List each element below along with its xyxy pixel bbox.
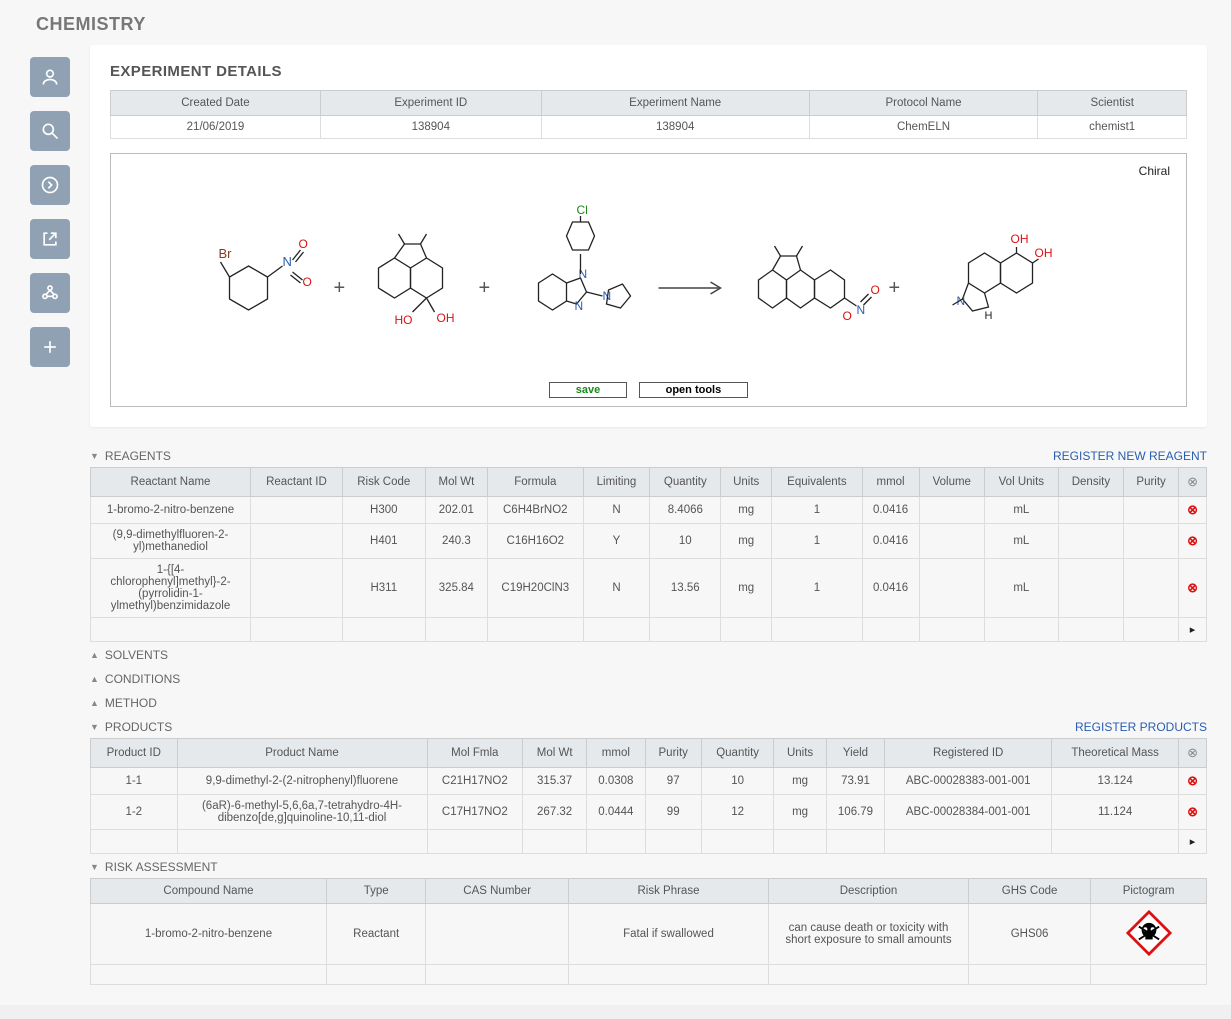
- reagents-table: Reactant Name Reactant ID Risk Code Mol …: [90, 467, 1207, 642]
- search-icon-button[interactable]: [30, 111, 70, 151]
- chevron-down-icon: ▼: [90, 722, 99, 732]
- svg-text:O: O: [303, 275, 312, 289]
- chevron-up-icon: ▲: [90, 650, 99, 660]
- delete-row-icon[interactable]: ⊗: [1187, 580, 1198, 595]
- table-row: [91, 965, 1207, 985]
- sidebar: [0, 45, 80, 1005]
- external-link-icon: [40, 229, 60, 249]
- close-column-icon[interactable]: ⊗: [1187, 474, 1198, 489]
- delete-row-icon[interactable]: ⊗: [1187, 773, 1198, 788]
- svg-text:OH: OH: [437, 311, 455, 325]
- svg-text:OH: OH: [1035, 246, 1053, 260]
- arrow-right-circle-icon: [40, 175, 60, 195]
- risk-toggle[interactable]: ▼ RISK ASSESSMENT: [90, 860, 218, 874]
- plus-icon: [40, 337, 60, 357]
- table-row[interactable]: 1-19,9-dimethyl-2-(2-nitrophenyl)fluoren…: [91, 768, 1207, 795]
- table-row[interactable]: (9,9-dimethylfluoren-2-yl)methanediolH40…: [91, 524, 1207, 559]
- page-title: CHEMISTRY: [0, 0, 1231, 45]
- delete-row-icon[interactable]: ⊗: [1187, 533, 1198, 548]
- col-scientist: Scientist: [1038, 91, 1187, 116]
- external-link-button[interactable]: [30, 219, 70, 259]
- svg-text:Br: Br: [219, 246, 233, 261]
- experiment-details-table: Created Date Experiment ID Experiment Na…: [110, 90, 1187, 139]
- svg-text:OH: OH: [1011, 232, 1029, 246]
- close-column-icon[interactable]: ⊗: [1187, 745, 1198, 760]
- enter-icon-button[interactable]: [30, 165, 70, 205]
- molecule-icon-button[interactable]: [30, 273, 70, 313]
- table-row[interactable]: 1-{[4-chlorophenyl]methyl}-2-(pyrrolidin…: [91, 559, 1207, 618]
- chevron-up-icon: ▲: [90, 674, 99, 684]
- svg-text:N: N: [579, 267, 588, 281]
- method-heading: METHOD: [105, 696, 157, 710]
- svg-text:O: O: [843, 309, 852, 323]
- svg-text:H: H: [985, 310, 993, 322]
- chevron-up-icon: ▲: [90, 698, 99, 708]
- reagents-toggle[interactable]: ▼ REAGENTS: [90, 449, 171, 463]
- svg-text:+: +: [334, 277, 346, 299]
- register-products-link[interactable]: REGISTER PRODUCTS: [1075, 720, 1207, 734]
- conditions-heading: CONDITIONS: [105, 672, 180, 686]
- add-button[interactable]: [30, 327, 70, 367]
- svg-text:Cl: Cl: [577, 203, 588, 217]
- user-icon-button[interactable]: [30, 57, 70, 97]
- delete-row-icon[interactable]: ⊗: [1187, 804, 1198, 819]
- svg-text:N: N: [957, 294, 966, 308]
- reaction-scheme-image[interactable]: Br N O O +: [121, 178, 1176, 378]
- search-icon: [40, 121, 60, 141]
- next-row-icon[interactable]: ▸: [1190, 836, 1196, 848]
- svg-text:+: +: [479, 277, 491, 299]
- delete-row-icon[interactable]: ⊗: [1187, 502, 1198, 517]
- method-toggle[interactable]: ▲ METHOD: [90, 696, 157, 710]
- reaction-scheme-panel: Chiral Br N O: [110, 153, 1187, 407]
- table-row: 1-bromo-2-nitro-benzeneReactantFatal if …: [91, 904, 1207, 965]
- register-new-reagent-link[interactable]: REGISTER NEW REAGENT: [1053, 449, 1207, 463]
- ghs-skull-icon: [1126, 910, 1172, 956]
- next-row-icon[interactable]: ▸: [1190, 624, 1196, 636]
- products-heading: PRODUCTS: [105, 720, 172, 734]
- experiment-details-heading: EXPERIMENT DETAILS: [110, 63, 1187, 80]
- reagents-heading: REAGENTS: [105, 449, 171, 463]
- svg-text:N: N: [283, 254, 292, 269]
- table-row: ▸: [91, 830, 1207, 854]
- svg-text:O: O: [299, 237, 308, 251]
- svg-text:O: O: [871, 283, 880, 297]
- user-icon: [40, 67, 60, 87]
- solvents-toggle[interactable]: ▲ SOLVENTS: [90, 648, 168, 662]
- risk-heading: RISK ASSESSMENT: [105, 860, 218, 874]
- chiral-label: Chiral: [121, 164, 1176, 178]
- chevron-down-icon: ▼: [90, 451, 99, 461]
- conditions-toggle[interactable]: ▲ CONDITIONS: [90, 672, 180, 686]
- svg-text:+: +: [889, 277, 901, 299]
- table-row[interactable]: 1-2(6aR)-6-methyl-5,6,6a,7-tetrahydro-4H…: [91, 795, 1207, 830]
- col-experiment-name: Experiment Name: [541, 91, 809, 116]
- products-toggle[interactable]: ▼ PRODUCTS: [90, 720, 172, 734]
- col-experiment-id: Experiment ID: [320, 91, 541, 116]
- svg-text:HO: HO: [395, 313, 413, 327]
- save-button[interactable]: save: [549, 382, 627, 398]
- col-protocol-name: Protocol Name: [809, 91, 1038, 116]
- products-table: Product ID Product Name Mol Fmla Mol Wt …: [90, 738, 1207, 854]
- solvents-heading: SOLVENTS: [105, 648, 168, 662]
- svg-text:N: N: [575, 299, 584, 313]
- chevron-down-icon: ▼: [90, 862, 99, 872]
- open-tools-button[interactable]: open tools: [639, 382, 749, 398]
- risk-table: Compound Name Type CAS Number Risk Phras…: [90, 878, 1207, 985]
- experiment-details-card: EXPERIMENT DETAILS Created Date Experime…: [90, 45, 1207, 427]
- table-row[interactable]: 1-bromo-2-nitro-benzeneH300202.01C6H4BrN…: [91, 497, 1207, 524]
- molecule-icon: [40, 283, 60, 303]
- table-row: 21/06/2019 138904 138904 ChemELN chemist…: [111, 116, 1187, 139]
- col-created-date: Created Date: [111, 91, 321, 116]
- table-row: ▸: [91, 618, 1207, 642]
